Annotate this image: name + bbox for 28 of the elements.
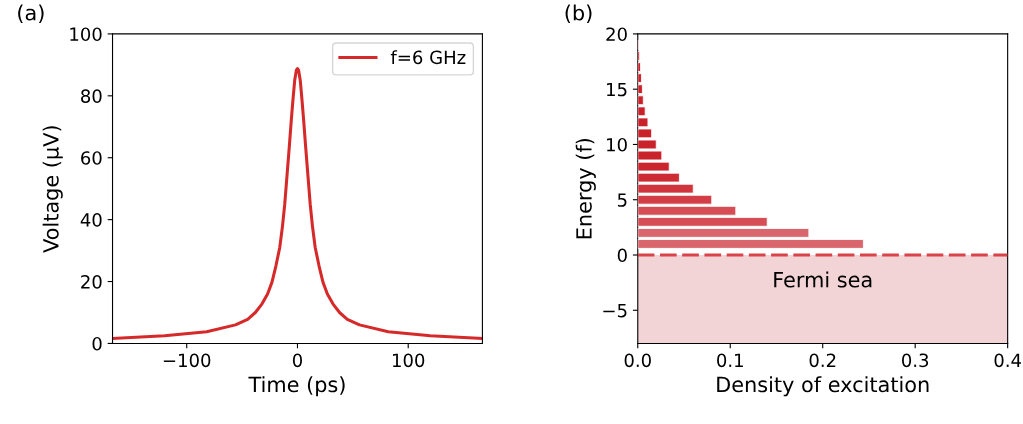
y-tick-label: 100 (70, 27, 102, 42)
y-tick-label: 20 (606, 27, 627, 42)
x-tick-label: 0.0 (624, 353, 651, 368)
x-tick-label: 0 (292, 353, 303, 368)
x-tick-label: −100 (163, 353, 211, 368)
x-tick-label: 100 (392, 353, 425, 368)
y-tick-label: 80 (81, 89, 102, 103)
legend-label: f=6 GHz (390, 50, 466, 65)
x-axis-title: Density of excitation (717, 376, 929, 397)
chart-title: (a) (18, 4, 44, 24)
x-axis-title: Time (ps) (248, 376, 345, 397)
band-label: Fermi sea (774, 271, 872, 288)
y-axis-title: Energy (f) (575, 138, 596, 239)
y-tick-label: −5 (603, 303, 627, 318)
y-tick-label: 60 (81, 151, 102, 165)
x-tick-label: 0.3 (902, 353, 929, 368)
chart-title: (b) (565, 4, 592, 24)
y-tick-label: 40 (80, 213, 102, 227)
y-tick-label: 10 (607, 137, 627, 152)
y-tick-label: 0 (92, 336, 102, 351)
y-tick-label: 5 (617, 193, 627, 207)
y-axis-title: Voltage (µV) (42, 126, 63, 253)
y-tick-label: 15 (607, 82, 627, 97)
y-tick-label: 0 (617, 248, 627, 263)
x-tick-label: 0.2 (809, 353, 836, 368)
y-tick-label: 20 (81, 275, 102, 289)
x-tick-label: 0.1 (717, 353, 743, 368)
x-tick-label: 0.4 (994, 353, 1021, 368)
